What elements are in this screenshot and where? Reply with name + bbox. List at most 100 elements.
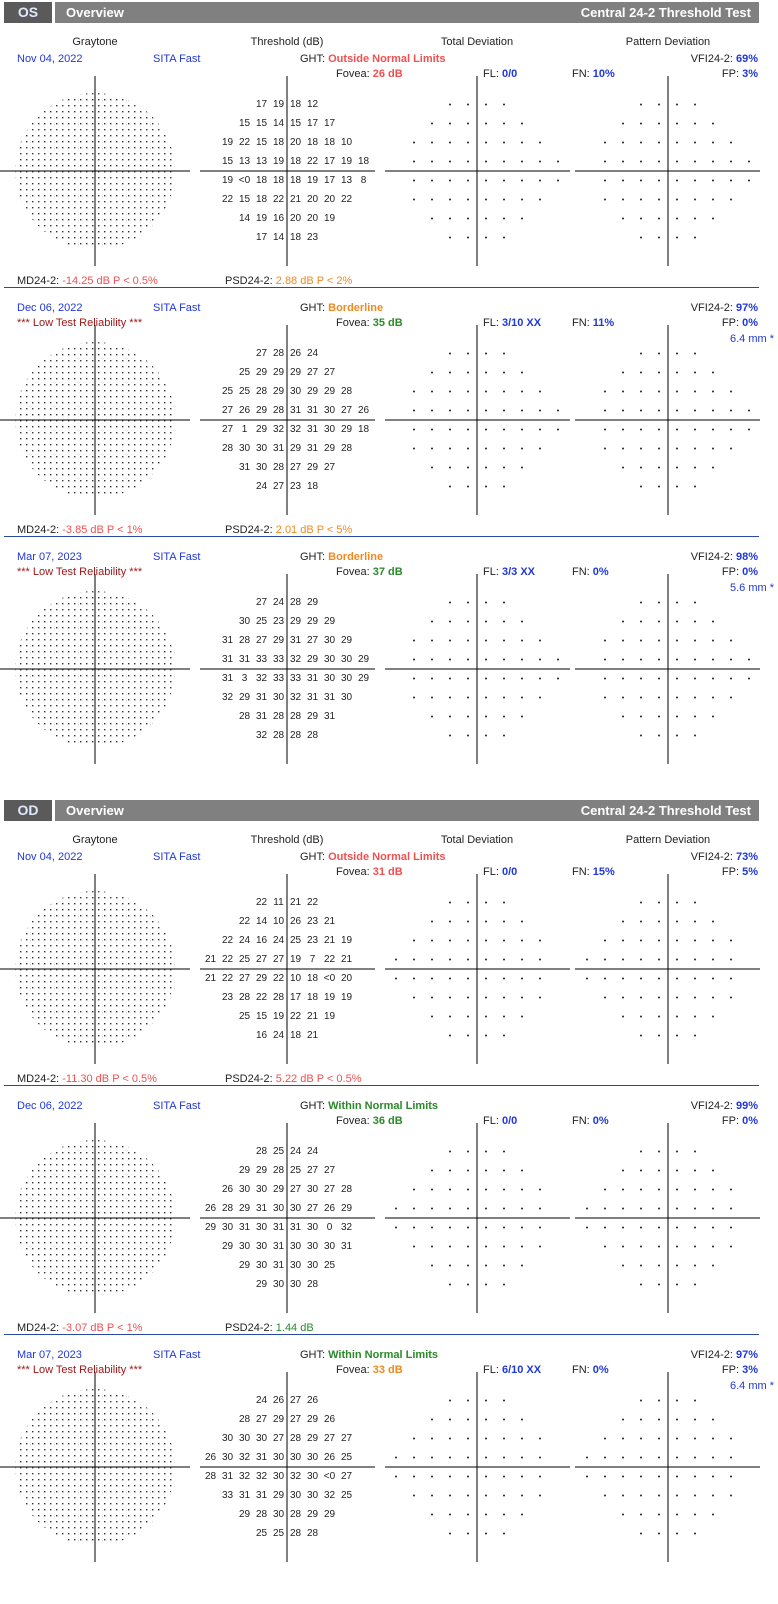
- deviation-point: [658, 466, 660, 469]
- deviation-point: [586, 977, 588, 980]
- deviation-point: [676, 939, 678, 942]
- test-date: Dec 06, 2022: [17, 1100, 83, 1112]
- threshold-value: 15: [256, 137, 268, 148]
- deviation-point: [658, 1188, 660, 1191]
- deviation-point: [694, 1169, 696, 1172]
- threshold-value: 28: [290, 1509, 302, 1520]
- deviation-point: [694, 466, 696, 469]
- threshold-value: 31: [273, 1260, 285, 1271]
- threshold-value: 27: [324, 1165, 336, 1176]
- deviation-point: [557, 409, 559, 412]
- deviation-point: [676, 352, 678, 355]
- deviation-point: [503, 1494, 505, 1497]
- deviation-point: [730, 447, 732, 450]
- deviation-point: [622, 977, 624, 980]
- deviation-point: [503, 236, 505, 239]
- deviation-point: [449, 352, 451, 355]
- threshold-value: 17: [307, 118, 319, 129]
- fovea-value: 36 dB: [372, 1115, 403, 1127]
- deviation-point: [503, 1015, 505, 1018]
- deviation-point: [640, 1015, 642, 1018]
- deviation-point: [485, 1437, 487, 1440]
- threshold-value: 22: [256, 992, 268, 1003]
- deviation-point: [485, 658, 487, 661]
- deviation-point: [604, 179, 606, 182]
- fn: FN: 15%: [572, 866, 615, 879]
- threshold-value: 28: [239, 1414, 251, 1425]
- threshold-value: 18: [307, 973, 319, 984]
- deviation-point: [467, 428, 469, 431]
- deviation-point: [604, 1245, 606, 1248]
- deviation-point: [658, 352, 660, 355]
- threshold-value: 21: [205, 954, 217, 965]
- threshold-value: 20: [290, 137, 302, 148]
- deviation-point: [676, 1226, 678, 1229]
- deviation-point: [467, 1399, 469, 1402]
- threshold-value: 33: [273, 654, 285, 665]
- separator: [4, 287, 759, 288]
- deviation-point: [521, 1015, 523, 1018]
- deviation-point: [658, 1513, 660, 1516]
- deviation-point: [730, 390, 732, 393]
- deviation-point: [676, 658, 678, 661]
- threshold-value: 24: [273, 935, 285, 946]
- strategy: SITA Fast: [153, 551, 201, 563]
- deviation-point: [503, 1283, 505, 1286]
- deviation-point: [658, 103, 660, 106]
- deviation-point: [449, 1034, 451, 1037]
- deviation-point: [622, 141, 624, 144]
- threshold-value: <0: [324, 1471, 336, 1482]
- threshold-value: 29: [273, 635, 285, 646]
- deviation-point: [485, 958, 487, 961]
- deviation-point: [521, 1245, 523, 1248]
- threshold-value: 19: [273, 1011, 285, 1022]
- deviation-point: [467, 939, 469, 942]
- separator: [4, 1334, 759, 1335]
- threshold-value: 32: [290, 654, 302, 665]
- threshold-value: 28: [341, 1184, 353, 1195]
- deviation-point: [431, 409, 433, 412]
- deviation-point: [521, 1418, 523, 1421]
- deviation-point: [712, 447, 714, 450]
- deviation-point: [730, 1475, 732, 1478]
- deviation-point: [712, 371, 714, 374]
- threshold-value: 21: [290, 194, 302, 205]
- deviation-point: [485, 1418, 487, 1421]
- deviation-point: [521, 920, 523, 923]
- deviation-point: [467, 352, 469, 355]
- psd-value: 1.44 dB: [275, 1322, 314, 1334]
- deviation-point: [658, 141, 660, 144]
- threshold-value: 25: [222, 386, 234, 397]
- deviation-point: [712, 1245, 714, 1248]
- deviation-point: [640, 734, 642, 737]
- threshold-value: 28: [256, 1146, 268, 1157]
- threshold-value: 29: [273, 1490, 285, 1501]
- deviation-point: [730, 1207, 732, 1210]
- threshold-value: 20: [290, 213, 302, 224]
- deviation-point: [694, 1264, 696, 1267]
- deviation-point: [658, 958, 660, 961]
- deviation-point: [485, 160, 487, 163]
- threshold-value: 18: [256, 194, 268, 205]
- threshold-value: 18: [307, 992, 319, 1003]
- threshold-value: 23: [307, 916, 319, 927]
- threshold-value: 27: [307, 1203, 319, 1214]
- threshold-value: 33: [222, 1490, 234, 1501]
- deviation-point: [622, 1494, 624, 1497]
- deviation-point: [485, 1456, 487, 1459]
- threshold-value: 24: [273, 597, 285, 608]
- deviation-point: [622, 1015, 624, 1018]
- deviation-point: [640, 1226, 642, 1229]
- deviation-point: [640, 696, 642, 699]
- threshold-value: 30: [290, 1490, 302, 1501]
- fl: FL: 0/0: [483, 68, 517, 81]
- deviation-point: [485, 1015, 487, 1018]
- deviation-point: [467, 1150, 469, 1153]
- deviation-point: [539, 1226, 541, 1229]
- deviation-point: [521, 1264, 523, 1267]
- deviation-point: [413, 409, 415, 412]
- threshold-value: 25: [273, 1528, 285, 1539]
- md: MD24-2: -11.30 dB P < 0.5%: [17, 1073, 157, 1086]
- deviation-point: [521, 696, 523, 699]
- deviation-point: [503, 715, 505, 718]
